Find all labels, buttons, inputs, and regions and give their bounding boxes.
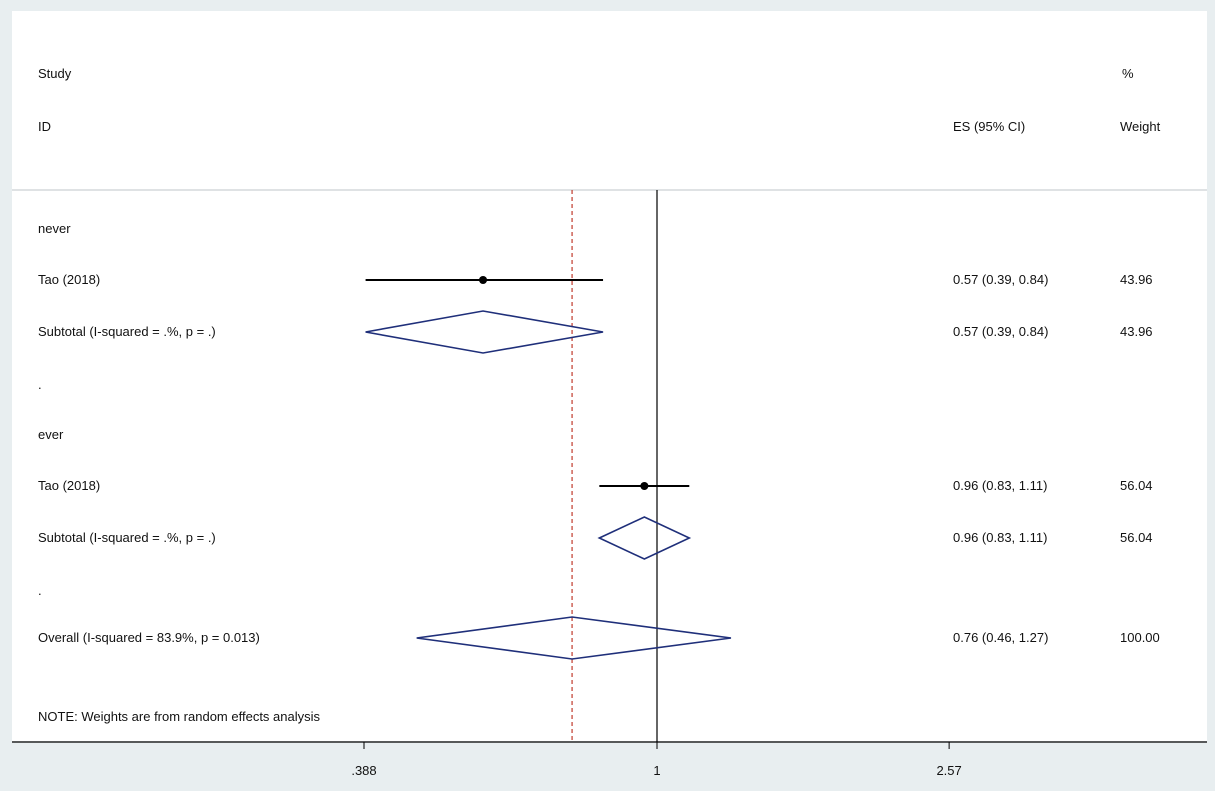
study-point-estimate <box>479 276 488 284</box>
spacer-dot: . <box>38 583 42 598</box>
subtotal-label: Subtotal (I-squared = .%, p = .) <box>38 530 216 545</box>
header-id-label: ID <box>38 119 51 134</box>
study-label: Tao (2018) <box>38 478 101 493</box>
header-es-label: ES (95% CI) <box>953 119 1026 134</box>
overall-weight: 100.00 <box>1120 630 1160 645</box>
subtotal-label: Subtotal (I-squared = .%, p = .) <box>38 324 216 339</box>
subtotal-weight: 56.04 <box>1120 530 1153 545</box>
spacer-dot: . <box>38 377 42 392</box>
study-weight: 43.96 <box>1120 272 1153 287</box>
subtotal-weight: 43.96 <box>1120 324 1153 339</box>
subtotal-es-ci: 0.96 (0.83, 1.11) <box>953 530 1048 545</box>
group-label: never <box>38 221 71 236</box>
note-text: NOTE: Weights are from random effects an… <box>38 709 321 724</box>
study-es-ci: 0.57 (0.39, 0.84) <box>953 272 1049 287</box>
subtotal-es-ci: 0.57 (0.39, 0.84) <box>953 324 1049 339</box>
study-weight: 56.04 <box>1120 478 1153 493</box>
study-label: Tao (2018) <box>38 272 101 287</box>
header-study-label: Study <box>38 66 72 81</box>
x-tick-388-label: .388 <box>351 763 376 778</box>
subtotal-diamond <box>597 516 692 560</box>
overall-label: Overall (I-squared = 83.9%, p = 0.013) <box>38 630 260 645</box>
overall-es-ci: 0.76 (0.46, 1.27) <box>953 630 1049 645</box>
subtotal-diamond <box>365 310 604 354</box>
x-tick-1-label: 1 <box>653 763 660 778</box>
study-es-ci: 0.96 (0.83, 1.11) <box>953 478 1048 493</box>
plot-area <box>12 11 1207 741</box>
group-label: ever <box>38 427 64 442</box>
header-weight-label: Weight <box>1120 119 1161 134</box>
overall-diamond <box>416 616 732 660</box>
header-percent-label: % <box>1122 66 1134 81</box>
study-point-estimate <box>640 482 649 490</box>
x-tick-257-label: 2.57 <box>936 763 961 778</box>
